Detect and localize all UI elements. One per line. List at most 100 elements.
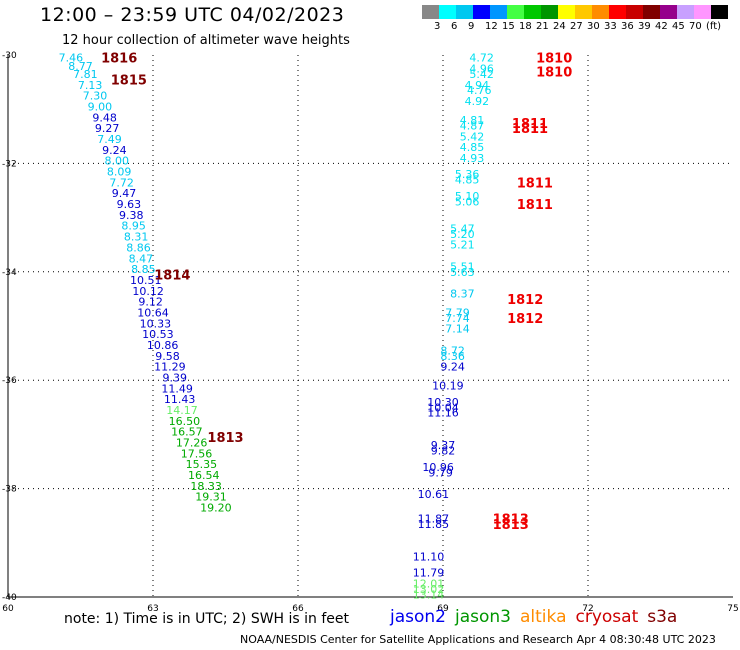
wave-height-label: 9.82 (431, 445, 456, 458)
wave-height-label: 16.57 (171, 426, 203, 439)
colorbar-label: (ft) (706, 21, 722, 32)
pass-time-label: 1816 (101, 52, 137, 67)
wave-height-label: 5.42 (469, 68, 494, 81)
wave-height-label: 5.20 (450, 228, 475, 241)
wave-height-label: 10.53 (142, 328, 174, 341)
wave-height-label: 17.56 (181, 447, 213, 460)
wave-height-label: 5.36 (455, 168, 480, 181)
wave-height-label: 11.16 (427, 407, 459, 420)
wave-height-label: 4.94 (465, 79, 490, 92)
wave-height-label: 5.42 (460, 130, 485, 143)
colorbar-swatch (677, 5, 694, 19)
wave-height-label: 9.48 (92, 111, 117, 124)
pass-time-label: 1810 (536, 52, 572, 67)
pass-time-label: 1812 (507, 293, 543, 308)
x-tick-label: 69 (437, 604, 449, 614)
wave-height-label: 11.85 (418, 518, 450, 531)
wave-height-label: 8.47 (129, 252, 154, 265)
wave-height-label: 9.00 (88, 100, 113, 113)
wave-height-label: 10.19 (432, 380, 464, 393)
x-tick-label: 63 (147, 604, 158, 614)
pass-time-label: 1811 (517, 198, 553, 213)
colorbar-label: 12 (485, 21, 498, 32)
wave-height-label: 7.81 (73, 68, 98, 81)
wave-height-label: 12.01 (413, 577, 445, 590)
pass-time-label: 1812 (507, 312, 543, 327)
colorbar-swatch (507, 5, 524, 19)
pass-time-label: 1813 (493, 518, 529, 533)
pass-time-label: 1813 (493, 512, 529, 527)
colorbar (422, 5, 728, 19)
y-tick-label: -38 (2, 485, 17, 495)
legend-cryosat: cryosat (575, 607, 639, 627)
wave-height-label: 8.72 (440, 344, 465, 357)
colorbar-label: 33 (604, 21, 617, 32)
wave-height-label: 5.21 (450, 239, 475, 252)
colorbar-swatch (609, 5, 626, 19)
wave-height-label: 4.76 (467, 84, 492, 97)
footer-note: note: 1) Time is in UTC; 2) SWH is in fe… (64, 611, 350, 627)
colorbar-labels: 3 6 9 12 15 18 21 24 27 30 33 36 39 42 45 70 (ft) (422, 21, 740, 35)
colorbar-label: 18 (519, 21, 532, 32)
chart-subtitle: 12 hour collection of altimeter wave hei… (62, 33, 350, 48)
legend-s3a: s3a (647, 607, 678, 627)
wave-height-label: 9.24 (440, 361, 465, 374)
colorbar-swatch (592, 5, 609, 19)
wave-height-label: 8.95 (121, 220, 146, 233)
pass-time-label: 1813 (207, 431, 243, 446)
wave-height-label: 5.47 (450, 222, 475, 235)
x-tick-label: 72 (582, 604, 593, 614)
wave-height-label: 9.58 (155, 350, 180, 363)
wave-height-label: 11.10 (413, 550, 445, 563)
pass-time-label: 1811 (512, 122, 548, 137)
wave-height-label: 8.31 (124, 231, 149, 244)
colorbar-label: 15 (502, 21, 515, 32)
wave-height-label: 16.54 (188, 469, 220, 482)
pass-time-label: 1811 (517, 176, 553, 191)
wave-height-label: 9.37 (431, 439, 456, 452)
colorbar-swatch (575, 5, 592, 19)
wave-height-label: 9.79 (428, 466, 453, 479)
wave-height-label: 8.85 (131, 263, 156, 276)
chart-title: 12:00 – 23:59 UTC 04/02/2023 (40, 4, 345, 26)
wave-height-label: 9.24 (102, 144, 127, 157)
colorbar-swatch (456, 5, 473, 19)
colorbar-swatch (626, 5, 643, 19)
wave-height-label: 10.64 (137, 306, 169, 319)
colorbar-swatch (473, 5, 490, 19)
colorbar-swatch (422, 5, 439, 19)
wave-height-label: 10.86 (147, 339, 179, 352)
wave-height-label: 13.14 (413, 588, 445, 601)
y-tick-label: -40 (2, 593, 17, 603)
wave-height-label: 4.93 (460, 152, 485, 165)
wave-height-label: 11.49 (161, 382, 193, 395)
colorbar-label: 21 (536, 21, 549, 32)
wave-height-label: 4.85 (455, 174, 480, 187)
wave-height-label: 9.47 (112, 187, 137, 200)
wave-height-label: 7.46 (59, 52, 84, 65)
colorbar-label: 30 (587, 21, 600, 32)
colorbar-swatch (558, 5, 575, 19)
wave-height-label: 5.06 (455, 195, 480, 208)
wave-height-label: 8.77 (68, 60, 93, 73)
wave-height-label: 7.79 (445, 306, 470, 319)
wave-height-label: 8.36 (440, 350, 465, 363)
wave-height-label: 8.09 (107, 166, 132, 179)
wave-height-label: 10.61 (418, 488, 450, 501)
colorbar-swatch (643, 5, 660, 19)
colorbar-swatch (439, 5, 456, 19)
wave-height-label: 10.33 (140, 317, 172, 330)
wave-height-label: 15.35 (186, 458, 218, 471)
colorbar-label: 6 (451, 21, 458, 32)
wave-height-label: 5.51 (450, 260, 475, 273)
wave-height-label: 5.10 (455, 190, 480, 203)
colorbar-label: 24 (553, 21, 566, 32)
colorbar-label: 9 (468, 21, 475, 32)
wave-height-label: 10.30 (427, 396, 459, 409)
wave-height-label: 10.96 (422, 461, 454, 474)
pass-time-label: 1811 (512, 117, 548, 132)
pass-time-label: 1810 (536, 65, 572, 80)
wave-height-label: 13.02 (413, 583, 445, 596)
wave-height-label: 19.31 (195, 491, 227, 504)
pass-time-label: 1815 (111, 73, 147, 88)
